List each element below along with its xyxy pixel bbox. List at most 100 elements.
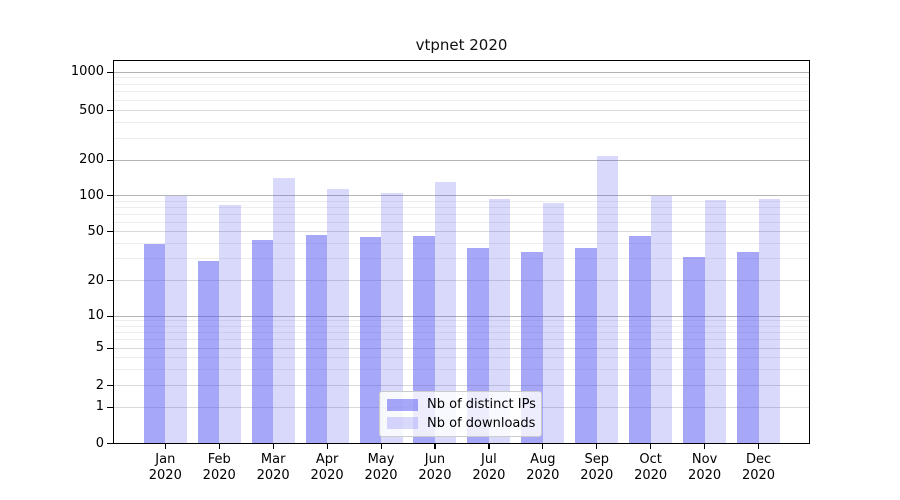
- x-tick-mark-feb: [218, 443, 220, 449]
- gridline-minor-60: [113, 221, 810, 223]
- x-tick-month: Oct: [639, 452, 662, 467]
- x-tick-mark-may: [380, 443, 382, 449]
- x-tick-label-jul: Jul 2020: [457, 452, 521, 484]
- y-tick-mark-100: [106, 195, 113, 197]
- x-tick-mark-sep: [596, 443, 598, 449]
- x-tick-month: Jan: [155, 452, 176, 467]
- x-tick-label-mar: Mar 2020: [241, 452, 305, 484]
- y-tick-label-2: 2: [95, 377, 104, 393]
- gridline-500: [113, 110, 810, 112]
- bar-downloads-jan: [165, 195, 187, 444]
- bar-distinct-ips-may: [359, 237, 382, 444]
- x-tick-mark-aug: [542, 443, 544, 449]
- y-tick-label-50: 50: [87, 223, 104, 239]
- bar-downloads-oct: [650, 195, 673, 444]
- y-tick-label-500: 500: [79, 102, 104, 118]
- bar-downloads-jul: [488, 199, 511, 444]
- chart-title: vtpnet 2020: [415, 36, 508, 54]
- x-tick-year: 2020: [580, 468, 614, 483]
- bar-downloads-apr: [327, 188, 349, 444]
- y-tick-mark-200: [106, 159, 113, 161]
- bar-distinct-ips-feb: [197, 260, 220, 444]
- x-tick-year: 2020: [634, 468, 668, 483]
- y-tick-mark-5: [106, 347, 113, 349]
- x-tick-month: Jul: [481, 452, 497, 467]
- gridline-minor-7: [113, 331, 810, 333]
- x-tick-label-dec: Dec 2020: [727, 452, 791, 484]
- y-tick-label-200: 200: [79, 152, 104, 167]
- legend-swatch-distinct-ips: [387, 398, 418, 411]
- x-tick-mark-mar: [272, 443, 274, 449]
- x-tick-month: Apr: [315, 452, 339, 467]
- gridline-100: [113, 195, 810, 197]
- gridline-minor-700: [113, 91, 810, 93]
- gridline-20: [113, 280, 810, 281]
- gridline-minor-40: [113, 243, 810, 245]
- x-tick-label-nov: Nov 2020: [673, 452, 737, 484]
- bar-distinct-ips-dec: [737, 252, 759, 444]
- legend-item-distinct-ips: Nb of distinct IPs: [387, 397, 536, 413]
- x-tick-mark-apr: [326, 443, 328, 449]
- bar-downloads-aug: [542, 202, 565, 444]
- x-tick-year: 2020: [202, 468, 236, 483]
- bar-downloads-feb: [219, 205, 241, 444]
- x-tick-label-may: May 2020: [349, 452, 413, 484]
- gridline-minor-90: [113, 200, 810, 202]
- x-tick-year: 2020: [418, 468, 452, 483]
- legend-label-downloads: Nb of downloads: [427, 415, 536, 431]
- bar-distinct-ips-jan: [143, 243, 166, 444]
- bar-distinct-ips-sep: [575, 247, 597, 444]
- x-tick-year: 2020: [472, 468, 506, 483]
- gridline-5: [113, 347, 810, 349]
- gridline-minor-600: [113, 100, 810, 102]
- y-tick-label-10: 10: [87, 308, 104, 323]
- y-tick-mark-20: [106, 280, 113, 282]
- y-tick-label-5: 5: [95, 340, 104, 355]
- gridline-minor-8: [113, 325, 810, 327]
- y-tick-label-0: 0: [95, 435, 104, 451]
- x-tick-year: 2020: [526, 468, 560, 483]
- legend-swatch-downloads: [387, 417, 418, 430]
- bar-distinct-ips-oct: [629, 236, 651, 444]
- gridline-minor-30: [113, 258, 810, 260]
- gridline-minor-800: [113, 83, 810, 85]
- bar-distinct-ips-apr: [305, 235, 328, 444]
- x-tick-label-aug: Aug 2020: [511, 452, 575, 484]
- x-tick-label-oct: Oct 2020: [619, 452, 683, 484]
- gridline-minor-3: [113, 368, 810, 370]
- x-tick-year: 2020: [688, 468, 722, 483]
- x-tick-month: Sep: [584, 452, 609, 467]
- x-tick-mark-jul: [488, 443, 490, 449]
- legend-label-distinct-ips: Nb of distinct IPs: [427, 397, 536, 413]
- x-tick-month: Feb: [207, 452, 231, 467]
- y-tick-label-100: 100: [79, 187, 104, 203]
- x-tick-month: Aug: [530, 452, 556, 467]
- x-tick-mark-jun: [434, 443, 436, 449]
- y-tick-mark-10: [106, 315, 113, 317]
- x-tick-year: 2020: [256, 468, 290, 483]
- x-tick-mark-nov: [704, 443, 706, 449]
- gridline-minor-400: [113, 122, 810, 124]
- gridline-minor-70: [113, 213, 810, 215]
- x-tick-label-jun: Jun 2020: [403, 452, 467, 484]
- x-tick-month: Nov: [691, 452, 718, 467]
- y-tick-label-1: 1: [95, 399, 104, 415]
- x-tick-mark-oct: [650, 443, 652, 449]
- x-tick-month: Jun: [424, 452, 446, 467]
- x-tick-mark-dec: [758, 443, 760, 449]
- x-tick-mark-jan: [164, 443, 166, 449]
- x-tick-month: May: [367, 452, 395, 467]
- bar-downloads-jun: [434, 181, 457, 444]
- gridline-minor-80: [113, 206, 810, 208]
- x-tick-label-feb: Feb 2020: [187, 452, 251, 484]
- bar-downloads-may: [381, 193, 403, 444]
- x-tick-label-sep: Sep 2020: [565, 452, 629, 484]
- x-tick-year: 2020: [310, 468, 344, 483]
- y-tick-mark-1000: [106, 71, 113, 73]
- x-tick-year: 2020: [148, 468, 182, 483]
- x-tick-label-jan: Jan 2020: [133, 452, 197, 484]
- y-tick-mark-50: [106, 231, 113, 233]
- legend: Nb of distinct IPs Nb of downloads: [379, 391, 542, 437]
